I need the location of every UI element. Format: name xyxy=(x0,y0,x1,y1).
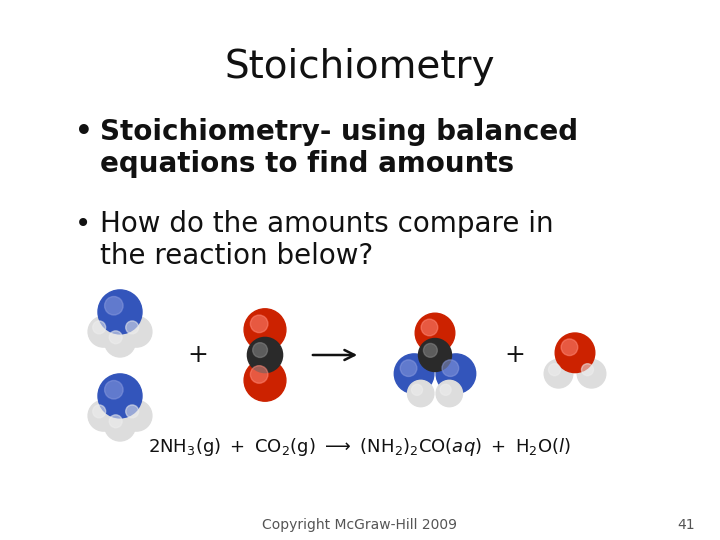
Circle shape xyxy=(244,360,286,401)
Circle shape xyxy=(544,360,573,388)
Circle shape xyxy=(93,405,106,418)
Text: Stoichiometry- using balanced
equations to find amounts: Stoichiometry- using balanced equations … xyxy=(100,118,578,178)
Circle shape xyxy=(561,339,577,355)
Circle shape xyxy=(126,405,139,418)
Circle shape xyxy=(400,360,417,376)
Circle shape xyxy=(248,338,283,373)
Circle shape xyxy=(104,381,123,399)
Circle shape xyxy=(577,360,606,388)
Text: Copyright McGraw-Hill 2009: Copyright McGraw-Hill 2009 xyxy=(263,518,457,532)
Circle shape xyxy=(88,316,119,347)
Circle shape xyxy=(93,321,106,334)
Circle shape xyxy=(98,374,142,418)
Circle shape xyxy=(411,384,423,395)
Circle shape xyxy=(418,339,451,372)
Circle shape xyxy=(121,316,152,347)
Circle shape xyxy=(555,333,595,373)
Circle shape xyxy=(421,319,438,336)
Circle shape xyxy=(436,354,476,394)
Text: +: + xyxy=(505,343,526,367)
Circle shape xyxy=(251,366,268,383)
Circle shape xyxy=(440,384,451,395)
Circle shape xyxy=(442,360,459,376)
Text: •: • xyxy=(75,118,93,146)
Text: +: + xyxy=(188,343,208,367)
Circle shape xyxy=(244,309,286,350)
Circle shape xyxy=(415,313,455,353)
Circle shape xyxy=(126,321,139,334)
Text: •: • xyxy=(75,210,91,238)
Circle shape xyxy=(549,363,560,376)
Circle shape xyxy=(98,290,142,334)
Circle shape xyxy=(395,354,434,394)
Text: Stoichiometry: Stoichiometry xyxy=(225,48,495,86)
Circle shape xyxy=(251,315,268,333)
Circle shape xyxy=(109,331,122,344)
Circle shape xyxy=(104,296,123,315)
Circle shape xyxy=(253,343,267,357)
Text: 41: 41 xyxy=(678,518,695,532)
Circle shape xyxy=(408,380,434,407)
Text: How do the amounts compare in
the reaction below?: How do the amounts compare in the reacti… xyxy=(100,210,554,271)
Circle shape xyxy=(104,410,135,441)
Circle shape xyxy=(582,363,593,376)
Circle shape xyxy=(423,343,437,357)
Circle shape xyxy=(121,400,152,431)
Circle shape xyxy=(109,415,122,428)
Circle shape xyxy=(88,400,119,431)
Circle shape xyxy=(436,380,462,407)
Text: $\mathrm{2NH_3(g)\ +\ CO_2(g)\ \longrightarrow\ (NH_2)_2CO(\mathit{aq})\ +\ H_2O: $\mathrm{2NH_3(g)\ +\ CO_2(g)\ \longrigh… xyxy=(148,436,572,458)
Circle shape xyxy=(104,326,135,357)
